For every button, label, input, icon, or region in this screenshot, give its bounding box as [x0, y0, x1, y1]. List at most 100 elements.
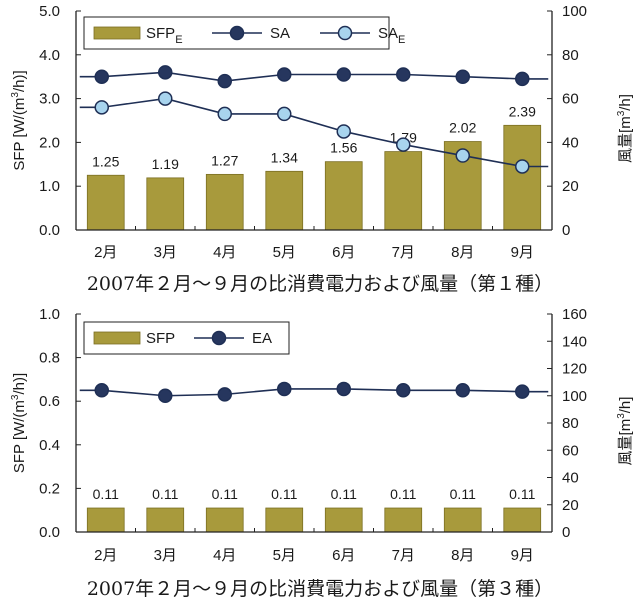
data-label: 0.11 [331, 486, 357, 502]
y2-tick-label: 80 [562, 415, 579, 432]
x-tick-label: 6月 [332, 244, 355, 261]
legend-swatch-marker [337, 25, 353, 41]
y-tick-label: 2.0 [39, 134, 60, 151]
data-label: 1.19 [152, 156, 179, 172]
data-label: 2.39 [509, 103, 536, 119]
y-tick-label: 1.0 [39, 178, 60, 195]
legend-swatch-marker [211, 330, 227, 346]
y2-tick-label: 20 [562, 497, 579, 514]
bar [384, 507, 423, 533]
legend-swatch [93, 26, 141, 40]
legend-label: SA [270, 25, 290, 42]
x-tick-label: 2月 [94, 244, 117, 261]
bar [265, 170, 304, 231]
y2-tick-label: 60 [562, 442, 579, 459]
series-line [79, 97, 549, 168]
data-point [94, 383, 109, 398]
bar [384, 151, 423, 231]
bar [503, 507, 542, 533]
x-tick-label: 2月 [94, 547, 117, 564]
y2-tick-label: 20 [562, 178, 579, 195]
data-point [336, 124, 351, 139]
data-label: 0.11 [93, 486, 119, 502]
x-tick-label: 7月 [392, 547, 415, 564]
x-tick-label: 8月 [451, 547, 474, 564]
data-point [455, 148, 470, 163]
bar [265, 507, 304, 533]
y2-axis-title-sup: 3 [616, 110, 627, 116]
data-point [396, 137, 411, 152]
y2-tick-label: 100 [562, 388, 587, 405]
y2-tick-label: 0 [562, 524, 570, 541]
data-point [217, 73, 232, 89]
y-axis-title-tail: /h)] [11, 373, 28, 395]
data-label: 1.34 [271, 149, 298, 165]
x-tick-label: 5月 [273, 547, 296, 564]
bar [324, 161, 363, 231]
bar [146, 177, 185, 231]
y-axis-title-tail: /h)] [11, 70, 28, 92]
legend-label: SFP [146, 330, 175, 347]
legend-label: EA [252, 330, 272, 347]
data-point [277, 67, 292, 82]
x-tick-label: 3月 [154, 547, 177, 564]
data-point [277, 106, 292, 122]
figure-caption: 2007年２月～９月の比消費電力および風量（第１種） [87, 273, 553, 295]
legend-name: SFP [146, 330, 175, 347]
y-tick-label: 1.0 [39, 306, 60, 323]
y-axis-title-sup: 3 [10, 394, 21, 400]
data-label: 0.11 [152, 486, 178, 502]
legend: SFPE SA SAE [83, 16, 405, 50]
y-axis-title-main: SFP [W/(m [11, 98, 28, 171]
data-point [515, 71, 530, 87]
y2-axis-title: 風量[m3/h] [616, 94, 634, 163]
y2-tick-label: 80 [562, 47, 579, 64]
legend-label: SAE [378, 25, 405, 46]
data-point [455, 383, 470, 398]
legend-swatch-marker [229, 25, 245, 41]
legend-subscript: E [175, 34, 182, 46]
data-point [455, 69, 470, 84]
y2-tick-label: 120 [562, 361, 587, 378]
legend-name: SA [378, 25, 398, 42]
y2-tick-label: 100 [562, 3, 587, 20]
y-tick-label: 0.4 [39, 437, 60, 454]
legend-name: EA [252, 330, 272, 347]
y2-tick-label: 160 [562, 306, 587, 323]
legend-item: SAE [320, 25, 405, 46]
y-tick-label: 0.2 [39, 480, 60, 497]
y2-axis-title-sup: 3 [616, 413, 627, 419]
data-label: 0.11 [450, 486, 476, 502]
data-point [277, 381, 292, 397]
x-tick-label: 6月 [332, 547, 355, 564]
legend-subscript: E [398, 34, 405, 46]
data-point [515, 159, 530, 174]
x-tick-label: 8月 [451, 244, 474, 261]
data-point [94, 100, 109, 115]
y-tick-label: 4.0 [39, 47, 60, 64]
y-axis-title: SFP [W/(m3/h)] [10, 70, 28, 170]
data-point [217, 106, 232, 122]
x-tick-label: 7月 [392, 244, 415, 261]
y2-tick-label: 60 [562, 91, 579, 108]
data-point [336, 381, 351, 397]
data-point [515, 384, 530, 399]
data-point [158, 388, 173, 403]
y-tick-label: 0.6 [39, 393, 60, 410]
bar [86, 507, 125, 533]
data-point [217, 387, 232, 402]
legend: SFP EA [83, 321, 290, 355]
y-tick-label: 0.8 [39, 350, 60, 367]
bar [205, 173, 244, 231]
data-label: 1.27 [211, 152, 238, 168]
y-tick-label: 5.0 [39, 3, 60, 20]
y-tick-label: 0.0 [39, 222, 60, 239]
bar [443, 507, 482, 533]
y-axis-title-sup: 3 [10, 92, 21, 98]
data-point [94, 69, 109, 84]
data-point [336, 67, 351, 82]
y2-axis-title-tail: /h] [617, 94, 634, 111]
legend-label: SFPE [146, 25, 183, 46]
